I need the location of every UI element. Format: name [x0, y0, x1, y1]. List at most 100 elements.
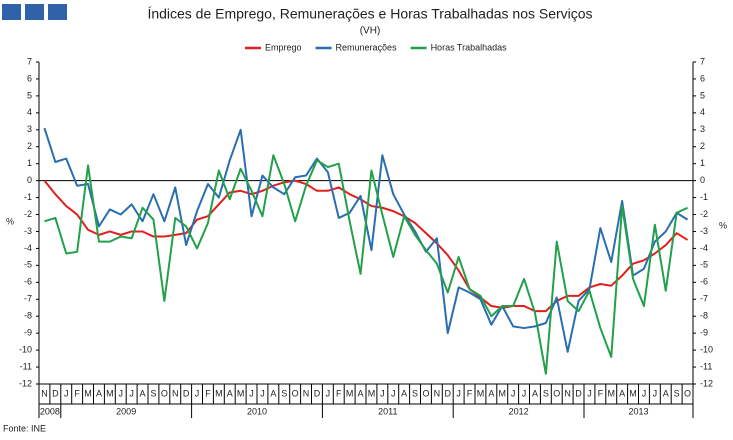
x-tick-label: M [368, 388, 376, 398]
x-tick-label: A [488, 388, 494, 398]
x-tick-label: J [380, 388, 385, 398]
x-tick-label: J [642, 388, 647, 398]
chart-subtitle: (VH) [360, 26, 381, 37]
x-tick-label: D [445, 388, 452, 398]
x-tick-label: M [215, 388, 223, 398]
x-tick-label: A [358, 388, 364, 398]
y2-tick-label: -7 [700, 294, 708, 304]
legend-label: Horas Trabalhadas [431, 42, 508, 52]
x-tick-label: A [663, 388, 669, 398]
x-tick-label: O [553, 388, 560, 398]
y-tick-label: 4 [27, 107, 32, 117]
y-tick-label: -3 [24, 226, 32, 236]
y-tick-label: -11 [20, 361, 32, 371]
x-tick-label: N [564, 388, 571, 398]
x-tick-label: D [183, 388, 190, 398]
series-line [43, 127, 689, 353]
x-tick-label: J [260, 388, 265, 398]
y2-tick-label: 3 [700, 124, 705, 134]
x-tick-label: N [41, 388, 48, 398]
y2-tick-label: -5 [700, 260, 708, 270]
source: Fonte: INE [3, 423, 46, 433]
x-tick-label: D [575, 388, 582, 398]
y2-tick-label: 1 [700, 158, 705, 168]
y2-axis-label: % [719, 220, 727, 230]
legend-label: Remunerações [336, 42, 398, 52]
y-tick-label: 1 [27, 158, 32, 168]
y-tick-label: -1 [24, 192, 32, 202]
y-tick-label: -7 [24, 294, 32, 304]
x-tick-label: J [587, 388, 592, 398]
x-tick-label: A [532, 388, 538, 398]
x-tick-label: S [150, 388, 156, 398]
x-tick-label: J [119, 388, 124, 398]
x-tick-label: J [249, 388, 254, 398]
x-tick-label: O [684, 388, 691, 398]
logo-block [2, 4, 21, 20]
x-tick-label: M [106, 388, 114, 398]
x-tick-label: O [161, 388, 168, 398]
y2-tick-label: -8 [700, 311, 708, 321]
x-tick-label: F [205, 388, 211, 398]
x-tick-label: S [674, 388, 680, 398]
y-tick-label: 7 [27, 56, 32, 66]
x-tick-label: D [52, 388, 59, 398]
x-tick-label: N [303, 388, 310, 398]
x-tick-label: M [84, 388, 92, 398]
y-tick-label: -10 [19, 344, 32, 354]
legend-label: Emprego [265, 42, 302, 52]
y-tick-label: 6 [27, 73, 32, 83]
y2-tick-label: 7 [700, 56, 705, 66]
x-tick-label: J [653, 388, 658, 398]
x-tick-label: A [401, 388, 407, 398]
y2-tick-label: -12 [700, 378, 713, 388]
y-tick-label: -6 [24, 277, 32, 287]
x-tick-label: J [129, 388, 134, 398]
x-tick-label: A [227, 388, 233, 398]
y2-tick-label: -3 [700, 226, 708, 236]
y-axis-label: % [6, 216, 14, 226]
y2-tick-label: 0 [700, 175, 705, 185]
y2-tick-label: -10 [700, 344, 713, 354]
y-tick-label: -4 [24, 243, 32, 253]
x-tick-label: M [477, 388, 485, 398]
x-tick-label: S [281, 388, 287, 398]
x-tick-label: F [336, 388, 342, 398]
y-tick-label: -2 [24, 209, 32, 219]
series-line [43, 179, 689, 313]
x-tick-label: F [598, 388, 604, 398]
y2-tick-label: -11 [700, 361, 712, 371]
y-tick-label: -12 [19, 378, 32, 388]
x-tick-label: J [522, 388, 527, 398]
y-tick-label: -8 [24, 311, 32, 321]
logo-block [48, 4, 67, 20]
logo-block [25, 4, 44, 20]
y2-tick-label: 4 [700, 107, 705, 117]
x-tick-label: A [140, 388, 146, 398]
y-tick-label: 2 [27, 141, 32, 151]
x-tick-label: M [629, 388, 637, 398]
x-tick-label: S [412, 388, 418, 398]
x-tick-label: A [619, 388, 625, 398]
x-tick-label: N [172, 388, 179, 398]
y2-tick-label: 6 [700, 73, 705, 83]
x-tick-label: J [456, 388, 461, 398]
y-tick-label: -9 [24, 328, 32, 338]
x-tick-label: M [237, 388, 245, 398]
x-tick-label: A [96, 388, 102, 398]
y-tick-label: 5 [27, 90, 32, 100]
x-tick-label: O [422, 388, 429, 398]
year-label: 2012 [509, 406, 529, 416]
y-tick-label: -5 [24, 260, 32, 270]
y2-tick-label: -4 [700, 243, 708, 253]
y2-tick-label: -1 [700, 192, 708, 202]
x-tick-label: J [195, 388, 200, 398]
x-tick-label: J [511, 388, 516, 398]
x-tick-label: N [434, 388, 441, 398]
year-label: 2011 [378, 406, 397, 416]
x-tick-label: M [608, 388, 616, 398]
series-line [44, 154, 688, 375]
y2-tick-label: 5 [700, 90, 705, 100]
year-label: 2008 [40, 406, 60, 416]
